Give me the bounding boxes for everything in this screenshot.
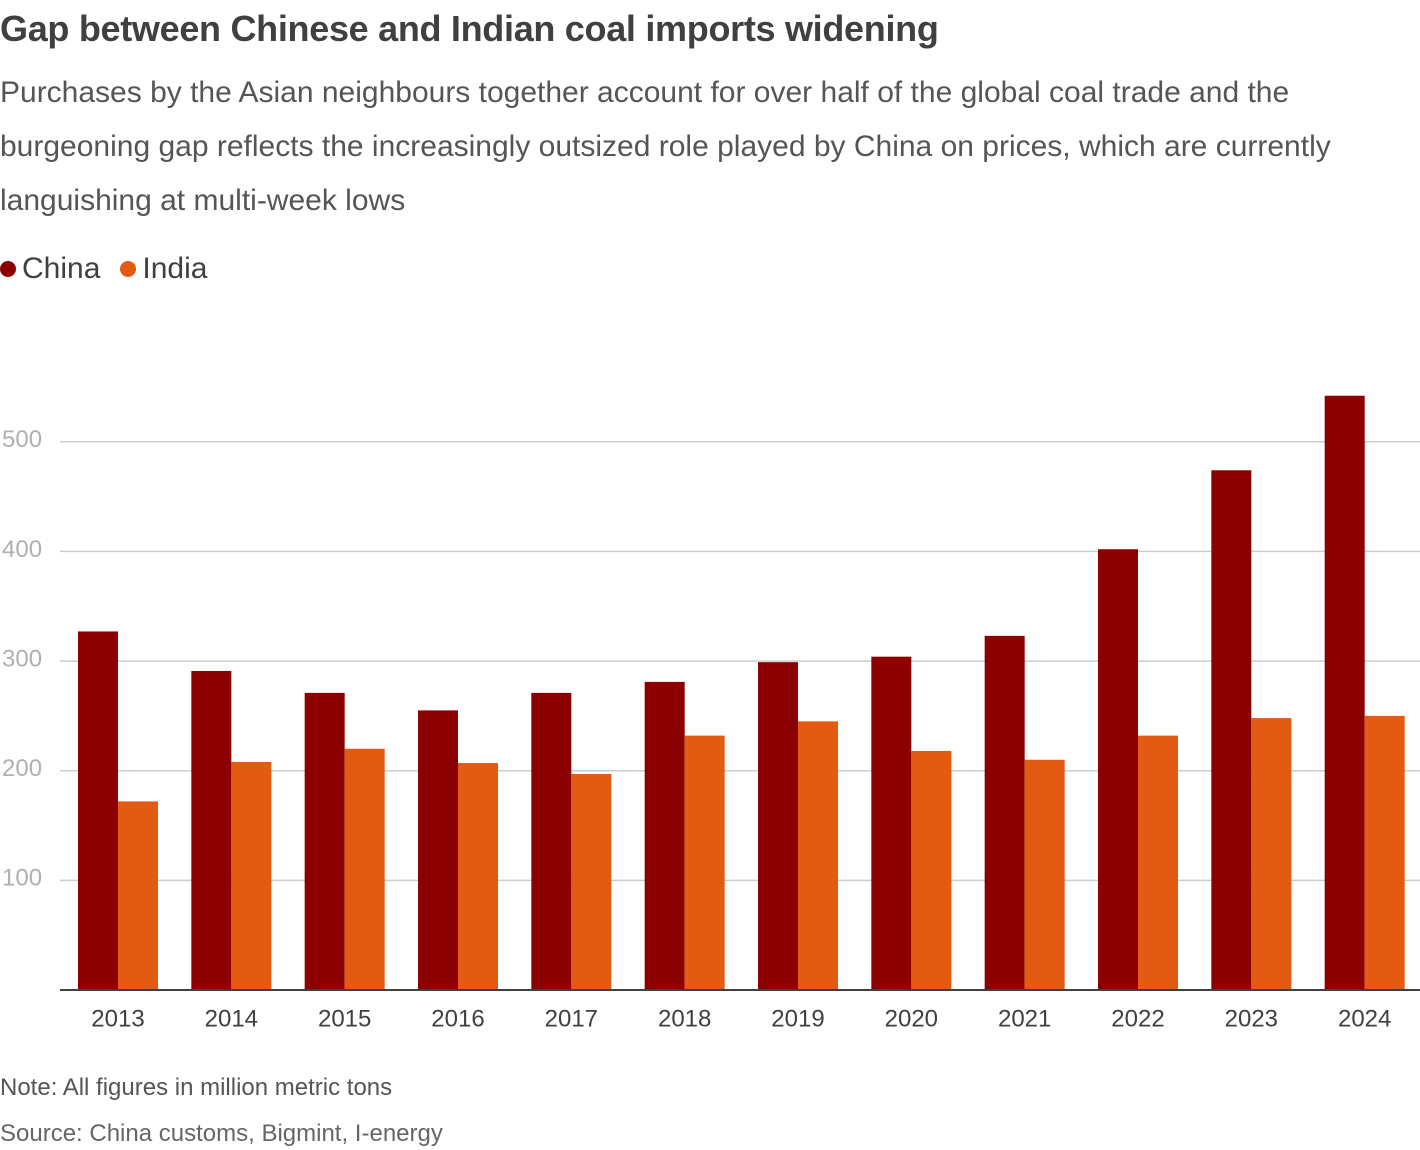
legend-item-china: China: [0, 252, 100, 286]
bar-india-2013: [118, 801, 158, 990]
bar-india-2015: [344, 748, 385, 990]
x-tick-label-2024: 2024: [1338, 1005, 1391, 1032]
legend: China India: [0, 252, 227, 286]
x-tick-label-2014: 2014: [205, 1005, 258, 1032]
chart-title: Gap between Chinese and Indian coal impo…: [0, 8, 939, 49]
bar-china-2016: [418, 710, 458, 990]
bar-india-2021: [1024, 759, 1065, 990]
bar-india-2023: [1251, 718, 1292, 990]
x-axis-ticks: 2013 2014 2015 2016 2017 2018 2019 2020 2021 2022…: [91, 1005, 1391, 1032]
y-axis-ticks: 100 200 300 400 500: [2, 426, 42, 892]
x-tick-label-2022: 2022: [1111, 1005, 1164, 1032]
bar-china-2022: [1098, 549, 1138, 990]
footnote: Note: All figures in million metric tons: [0, 1074, 393, 1101]
bar-india-2014: [231, 761, 272, 990]
bar-china-2019: [758, 662, 798, 990]
bar-china-2018: [644, 681, 685, 990]
bar-china-2021: [984, 635, 1025, 990]
chart-subtitle: Purchases by the Asian neighbours togeth…: [0, 76, 1331, 217]
x-tick-label-2020: 2020: [885, 1005, 938, 1032]
bar-china-2014: [191, 670, 232, 990]
x-tick-label-2013: 2013: [91, 1005, 144, 1032]
legend-item-india: India: [120, 252, 207, 286]
x-tick-label-2018: 2018: [658, 1005, 711, 1032]
x-tick-label-2021: 2021: [998, 1005, 1051, 1032]
x-tick-label-2015: 2015: [318, 1005, 371, 1032]
bar-china-2013: [78, 631, 118, 990]
y-tick-label-300: 300: [2, 645, 42, 672]
bar-chart: 100 200 300 400 500 2013 2014 2015 2016 2017 2018…: [2, 395, 1420, 1032]
source-note: Source: China customs, Bigmint, I-energy: [0, 1120, 443, 1147]
y-tick-label-400: 400: [2, 536, 42, 563]
bar-india-2019: [798, 721, 838, 990]
y-tick-label-100: 100: [2, 865, 42, 892]
bar-china-2015: [304, 692, 345, 990]
legend-swatch-china: [0, 261, 16, 277]
bar-china-2020: [871, 656, 912, 990]
x-tick-label-2016: 2016: [431, 1005, 484, 1032]
legend-label-india: India: [142, 252, 208, 285]
x-tick-label-2019: 2019: [771, 1005, 824, 1032]
x-tick-label-2017: 2017: [545, 1005, 598, 1032]
x-tick-label-2023: 2023: [1225, 1005, 1278, 1032]
bars: [78, 395, 1405, 990]
bar-china-2017: [531, 692, 572, 990]
bar-india-2020: [911, 750, 952, 990]
y-tick-label-200: 200: [2, 755, 42, 782]
gridlines: [60, 441, 1420, 882]
bar-india-2018: [684, 735, 725, 990]
bar-india-2016: [458, 763, 498, 990]
legend-swatch-india: [120, 261, 137, 277]
bar-china-2024: [1324, 395, 1365, 990]
bar-india-2024: [1364, 715, 1405, 990]
bar-india-2022: [1138, 735, 1178, 990]
legend-label-china: China: [22, 252, 101, 285]
bar-china-2023: [1211, 470, 1252, 990]
y-tick-label-500: 500: [2, 426, 42, 453]
bar-india-2017: [571, 774, 612, 990]
